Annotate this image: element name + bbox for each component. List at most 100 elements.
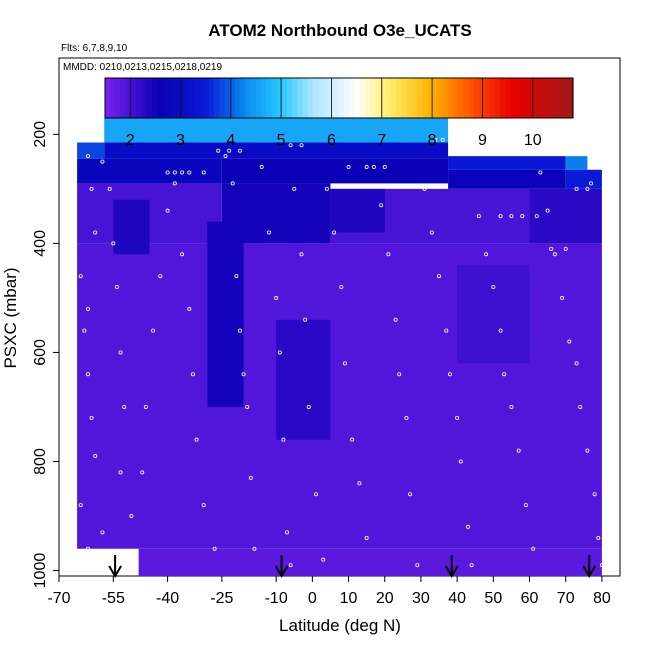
y-axis: 200 400 600 800 1000	[32, 121, 59, 588]
obs-point	[129, 514, 134, 519]
obs-point	[545, 208, 550, 213]
y-axis-label: PSXC (mbar)	[1, 267, 20, 368]
obs-point	[538, 170, 543, 175]
colorbar-swatch	[469, 78, 475, 118]
colorbar-swatch	[141, 78, 148, 118]
colorbar-swatch	[339, 78, 345, 118]
colorbar-swatch	[406, 78, 413, 118]
obs-point	[158, 274, 163, 279]
chart-title: ATOM2 Northbound O3e_UCATS	[208, 21, 472, 40]
colorbar-swatch	[453, 78, 460, 118]
obs-point	[172, 170, 177, 175]
colorbar-swatch	[323, 78, 330, 118]
flight-arrow	[274, 555, 289, 578]
colorbar-swatch	[333, 78, 340, 118]
obs-point	[433, 137, 438, 142]
x-axis: -70 -55 -40 -25 -10 0 10 20 30 40 50 60 70 80	[47, 576, 611, 607]
obs-point	[234, 274, 239, 279]
x-tick-label: -25	[210, 590, 233, 607]
colorbar-swatch	[536, 78, 543, 118]
obs-point	[78, 503, 83, 508]
x-tick-label: 50	[484, 590, 502, 607]
obs-point	[342, 361, 347, 366]
obs-point	[509, 214, 514, 219]
heatmap-cell	[138, 548, 602, 576]
obs-point	[172, 181, 177, 186]
obs-point	[484, 148, 489, 153]
obs-point	[118, 470, 123, 475]
obs-point	[223, 154, 228, 159]
colorbar-swatch	[318, 78, 324, 118]
x-tick-label: -10	[265, 590, 288, 607]
obs-point	[465, 148, 470, 153]
obs-point	[599, 563, 604, 568]
colorbar-swatch	[214, 78, 220, 118]
obs-point	[484, 252, 489, 257]
obs-point	[567, 339, 572, 344]
colorbar-swatch	[359, 78, 366, 118]
obs-point	[397, 372, 402, 377]
obs-point	[292, 186, 297, 191]
colorbar-swatch	[172, 78, 179, 118]
flights-subtitle: Flts: 6,7,8,9,10	[61, 43, 128, 54]
x-tick-label: -55	[102, 590, 125, 607]
heatmap-cell	[77, 142, 105, 159]
obs-point	[266, 230, 271, 235]
colorbar-swatch	[287, 78, 293, 118]
obs-point	[324, 186, 329, 191]
obs-point	[516, 448, 521, 453]
obs-point	[350, 437, 355, 442]
colorbar-tick-label: 9	[478, 132, 487, 149]
obs-point	[531, 546, 536, 551]
obs-point	[151, 328, 156, 333]
colorbar-swatch	[385, 78, 392, 118]
colorbar-swatch	[193, 78, 200, 118]
flight-arrow	[108, 555, 122, 578]
colorbar-swatch	[271, 78, 278, 118]
obs-point	[245, 404, 250, 409]
colorbar-swatch	[526, 78, 532, 118]
obs-point	[82, 328, 87, 333]
colorbar-swatch	[422, 78, 428, 118]
obs-point	[216, 148, 221, 153]
x-tick-label: 30	[412, 590, 430, 607]
colorbar-swatch	[531, 78, 538, 118]
colorbar-swatch	[495, 78, 501, 118]
y-tick-label: 200	[32, 121, 49, 148]
colorbar: 2 3 4 5 6 7 8 9 10	[104, 77, 574, 149]
colorbar-swatch	[250, 78, 257, 118]
colorbar-swatch	[198, 78, 205, 118]
obs-point	[114, 285, 119, 290]
colorbar-swatch	[297, 78, 304, 118]
colorbar-swatch	[255, 78, 262, 118]
colorbar-tick-label: 4	[226, 132, 235, 149]
obs-point	[85, 546, 90, 551]
colorbar-swatch	[261, 78, 267, 118]
obs-point	[201, 503, 206, 508]
x-tick-label: 40	[448, 590, 466, 607]
heatmap-cell	[330, 188, 385, 233]
colorbar-swatch	[125, 78, 132, 118]
obs-point	[230, 181, 235, 186]
colorbar-tick-label: 7	[377, 132, 386, 149]
obs-point	[422, 186, 427, 191]
obs-point	[549, 246, 554, 251]
obs-point	[552, 252, 557, 257]
obs-point	[498, 328, 503, 333]
colorbar-swatch	[245, 78, 252, 118]
y-tick-label: 400	[32, 230, 49, 257]
heatmap-cell	[529, 188, 602, 244]
colorbar-swatch	[567, 78, 574, 118]
obs-point	[523, 503, 528, 508]
heatmap-cell	[565, 156, 588, 170]
x-tick-label: 60	[521, 590, 539, 607]
colorbar-swatch	[266, 78, 272, 118]
colorbar-swatch	[458, 78, 465, 118]
obs-point	[118, 350, 123, 355]
obs-point	[259, 165, 264, 170]
obs-point	[332, 230, 337, 235]
obs-point	[589, 181, 594, 186]
colorbar-swatch	[375, 78, 382, 118]
colorbar-swatch	[131, 78, 137, 118]
